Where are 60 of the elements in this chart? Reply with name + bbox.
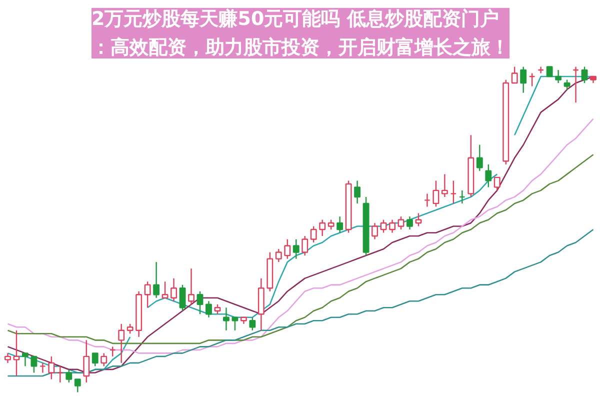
candlestick bbox=[118, 323, 125, 364]
candlestick bbox=[458, 190, 466, 204]
candlestick bbox=[109, 346, 116, 358]
candlestick bbox=[232, 316, 238, 331]
candlestick bbox=[564, 79, 570, 90]
candlestick bbox=[162, 280, 168, 298]
candlestick bbox=[196, 290, 204, 315]
candlestick bbox=[126, 323, 134, 334]
candlestick bbox=[546, 66, 553, 78]
candlestick bbox=[222, 307, 230, 331]
candlestick bbox=[13, 330, 20, 377]
candlestick bbox=[441, 174, 448, 198]
candlestick bbox=[144, 280, 151, 308]
candlestick bbox=[56, 366, 64, 384]
candlestick bbox=[284, 238, 291, 260]
candlestick bbox=[292, 238, 300, 260]
candlestick bbox=[354, 180, 361, 204]
candlestick bbox=[83, 340, 90, 384]
candlestick bbox=[406, 216, 413, 230]
candlestick bbox=[538, 66, 544, 74]
candlestick bbox=[30, 356, 38, 374]
candlestick bbox=[275, 248, 282, 263]
candlestick bbox=[188, 268, 194, 305]
candlestick bbox=[39, 362, 46, 374]
candlestick bbox=[4, 352, 11, 364]
candlestick bbox=[555, 69, 562, 84]
candlestick bbox=[100, 352, 108, 367]
candlestick bbox=[424, 193, 430, 208]
candlestick bbox=[22, 352, 28, 367]
candlestick bbox=[328, 219, 334, 230]
candlestick bbox=[572, 66, 579, 104]
candlestick bbox=[153, 261, 160, 298]
candlestick bbox=[336, 216, 344, 234]
candlestick bbox=[380, 219, 387, 234]
candlestick bbox=[214, 304, 221, 315]
candlestick bbox=[302, 235, 308, 256]
candlestick bbox=[74, 378, 81, 393]
candlestick bbox=[48, 356, 55, 380]
candlestick bbox=[398, 216, 404, 230]
candlestick bbox=[511, 66, 518, 84]
candlestick bbox=[415, 212, 422, 227]
candlestick bbox=[476, 144, 483, 172]
candlestick bbox=[432, 180, 440, 208]
chart-title: 2万元炒股每天赚50元可能吗 低息炒股配资门户：高效配资，助力股市投资，开启财富增长之旅！ bbox=[92, 8, 510, 58]
candlestick bbox=[179, 284, 186, 312]
candlestick bbox=[528, 72, 536, 87]
candlestick bbox=[494, 176, 500, 192]
candlestick bbox=[92, 352, 98, 367]
candlestick bbox=[206, 300, 212, 318]
candlestick bbox=[170, 278, 178, 302]
candlestick bbox=[66, 368, 72, 384]
candlestick bbox=[249, 316, 256, 331]
candlestick bbox=[372, 222, 378, 240]
candlestick bbox=[485, 164, 492, 188]
candlestick bbox=[319, 219, 326, 237]
candlestick bbox=[389, 219, 396, 234]
candlestick bbox=[450, 180, 457, 204]
candlestick bbox=[520, 66, 527, 94]
candlestick bbox=[581, 66, 588, 84]
candlestick bbox=[310, 226, 317, 244]
